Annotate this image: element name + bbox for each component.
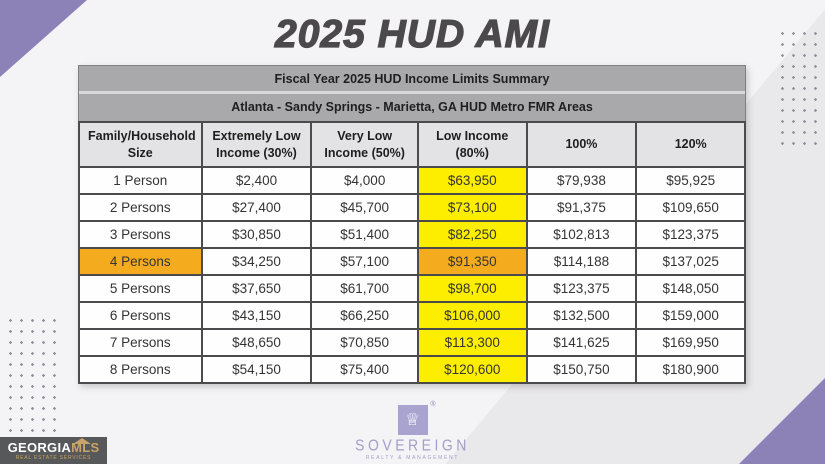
cell-li80: $113,300 <box>416 328 528 357</box>
cell-size: 1 Person <box>78 166 203 195</box>
page-title: 2025 HUD AMI <box>274 12 550 56</box>
banner-separator <box>78 91 746 94</box>
cell-vli50: $66,250 <box>310 301 419 330</box>
cell-size: 2 Persons <box>78 193 203 222</box>
cell-120pct: $95,925 <box>635 166 746 195</box>
cell-vli50: $61,700 <box>310 274 419 303</box>
sovereign-name: SOVEREIGN <box>355 435 470 455</box>
cell-120pct: $180,900 <box>635 355 746 384</box>
column-header-row: Family/Household Size Extremely Low Inco… <box>78 121 746 168</box>
cell-120pct: $169,950 <box>635 328 746 357</box>
table-row: 8 Persons $54,150 $75,400 $120,600 $150,… <box>78 355 746 384</box>
cell-eli30: $48,650 <box>200 328 313 357</box>
cell-120pct: $137,025 <box>635 247 746 276</box>
col-header-family-size: Family/Household Size <box>78 121 203 168</box>
summary-banner: Fiscal Year 2025 HUD Income Limits Summa… <box>78 65 746 91</box>
cell-size: 6 Persons <box>78 301 203 330</box>
georgia-mls-logo: GEORGIAMLS REAL ESTATE SERVICES <box>0 437 107 464</box>
cell-eli30: $54,150 <box>200 355 313 384</box>
cell-li80: $106,000 <box>416 301 528 330</box>
cell-size: 4 Persons <box>78 247 203 276</box>
georgia-mls-name-part1: GEORGIA <box>7 440 72 455</box>
col-header-very-low-income: Very Low Income (50%) <box>310 121 419 168</box>
col-header-low-income: Low Income (80%) <box>416 121 528 168</box>
table-row: 2 Persons $27,400 $45,700 $73,100 $91,37… <box>78 193 746 222</box>
sovereign-logo: ♕ ® SOVEREIGN REALTY & MANAGEMENT <box>323 401 503 461</box>
table-row: 6 Persons $43,150 $66,250 $106,000 $132,… <box>78 301 746 330</box>
cell-eli30: $27,400 <box>200 193 313 222</box>
table-row-highlighted: 4 Persons $34,250 $57,100 $91,350 $114,1… <box>78 247 746 276</box>
cell-eli30: $34,250 <box>200 247 313 276</box>
georgia-mls-name: GEORGIAMLS <box>0 438 107 455</box>
cell-vli50: $70,850 <box>310 328 419 357</box>
cell-li80: $63,950 <box>416 166 528 195</box>
sovereign-subtitle: REALTY & MANAGEMENT <box>365 455 460 461</box>
cell-li80: $82,250 <box>416 220 528 249</box>
cell-eli30: $30,850 <box>200 220 313 249</box>
table-row: 5 Persons $37,650 $61,700 $98,700 $123,3… <box>78 274 746 303</box>
cell-100pct: $114,188 <box>525 247 638 276</box>
cell-vli50: $4,000 <box>310 166 419 195</box>
table-row: 3 Persons $30,850 $51,400 $82,250 $102,8… <box>78 220 746 249</box>
cell-vli50: $51,400 <box>310 220 419 249</box>
cell-vli50: $57,100 <box>310 247 419 276</box>
cell-li80: $98,700 <box>416 274 528 303</box>
col-header-extremely-low-income: Extremely Low Income (30%) <box>200 121 313 168</box>
georgia-mls-subtitle: REAL ESTATE SERVICES <box>15 455 92 461</box>
cell-eli30: $2,400 <box>200 166 313 195</box>
cell-li80: $73,100 <box>416 193 528 222</box>
crown-icon: ♕ <box>404 409 421 430</box>
cell-vli50: $75,400 <box>310 355 419 384</box>
cell-100pct: $79,938 <box>525 166 638 195</box>
cell-eli30: $43,150 <box>200 301 313 330</box>
cell-120pct: $123,375 <box>635 220 746 249</box>
income-limits-table: Fiscal Year 2025 HUD Income Limits Summa… <box>78 65 746 384</box>
cell-size: 8 Persons <box>78 355 203 384</box>
cell-100pct: $123,375 <box>525 274 638 303</box>
sovereign-badge: ♕ ® <box>397 401 436 435</box>
area-banner: Atlanta - Sandy Springs - Marietta, GA H… <box>78 94 746 121</box>
registered-trademark-icon: ® <box>430 401 436 408</box>
cell-100pct: $132,500 <box>525 301 638 330</box>
col-header-120pct: 120% <box>635 121 746 168</box>
cell-eli30: $37,650 <box>200 274 313 303</box>
cell-100pct: $102,813 <box>525 220 638 249</box>
cell-100pct: $150,750 <box>525 355 638 384</box>
col-header-100pct: 100% <box>525 121 638 168</box>
dot-grid-right <box>777 28 825 149</box>
cell-100pct: $91,375 <box>525 193 638 222</box>
dot-grid-left <box>5 315 59 436</box>
georgia-mls-name-part2: MLS <box>71 440 100 455</box>
limits-table: Family/Household Size Extremely Low Inco… <box>78 121 746 384</box>
cell-size: 5 Persons <box>78 274 203 303</box>
table-row: 1 Person $2,400 $4,000 $63,950 $79,938 $… <box>78 166 746 195</box>
cell-size: 3 Persons <box>78 220 203 249</box>
cell-size: 7 Persons <box>78 328 203 357</box>
cell-li80: $120,600 <box>416 355 528 384</box>
cell-120pct: $109,650 <box>635 193 746 222</box>
cell-120pct: $148,050 <box>635 274 746 303</box>
cell-vli50: $45,700 <box>310 193 419 222</box>
table-row: 7 Persons $48,650 $70,850 $113,300 $141,… <box>78 328 746 357</box>
roof-icon <box>73 438 91 444</box>
cell-100pct: $141,625 <box>525 328 638 357</box>
cell-li80: $91,350 <box>416 247 528 276</box>
cell-120pct: $159,000 <box>635 301 746 330</box>
